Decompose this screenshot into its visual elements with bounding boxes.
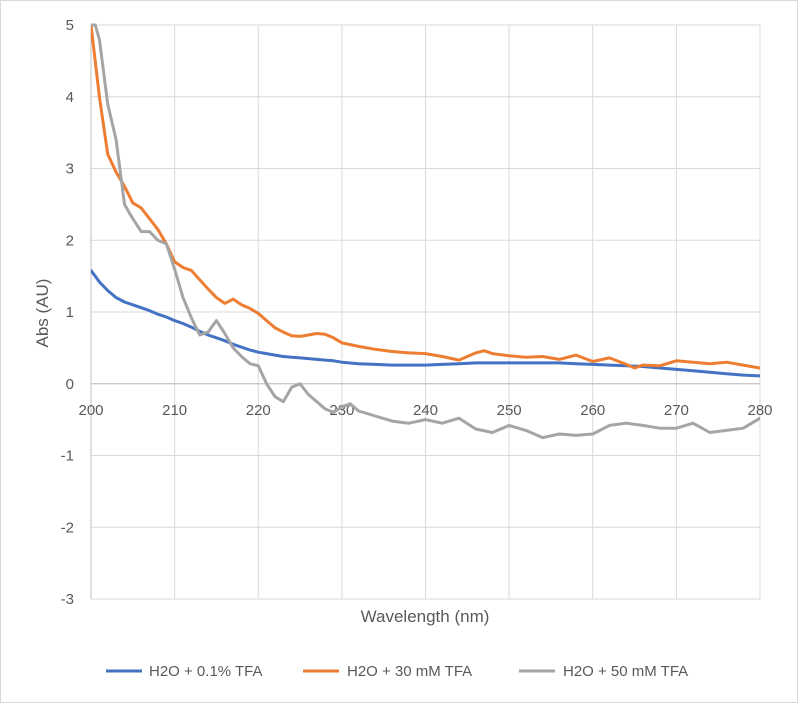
y-tick-label-2: 3: [66, 161, 74, 178]
x-axis-title: Wavelength (nm): [361, 607, 490, 626]
y-tick-label-0: 5: [66, 17, 74, 34]
y-tick-label-6: -1: [61, 448, 74, 465]
legend-label-1: H2O + 30 mM TFA: [347, 663, 472, 680]
x-tick-label-2: 220: [246, 402, 271, 419]
y-tick-label-8: -3: [61, 591, 74, 608]
x-tick-label-1: 210: [162, 402, 187, 419]
y-tick-label-4: 1: [66, 304, 74, 321]
x-tick-label-0: 200: [78, 402, 103, 419]
x-tick-label-6: 260: [580, 402, 605, 419]
gridlines: [90, 24, 761, 600]
y-axis-title: Abs (AU): [33, 279, 52, 348]
x-tick-label-5: 250: [497, 402, 522, 419]
legend-label-2: H2O + 50 mM TFA: [563, 663, 688, 680]
series-line-2: [91, 23, 760, 440]
legend: H2O + 0.1% TFA H2O + 30 mM TFA H2O + 50 …: [106, 663, 688, 680]
legend-label-0: H2O + 0.1% TFA: [149, 663, 263, 680]
y-tick-label-1: 4: [66, 89, 74, 106]
x-tick-label-8: 280: [747, 402, 772, 419]
y-tick-label-7: -2: [61, 519, 74, 536]
x-tick-label-7: 270: [664, 402, 689, 419]
series-line-0: [91, 268, 760, 378]
y-tick-label-3: 2: [66, 232, 74, 249]
series-lines: [91, 23, 760, 440]
y-tick-label-5: 0: [66, 376, 74, 393]
x-axis-ticks: 200 210 220 230 240 250 260 270 280: [78, 402, 772, 419]
x-tick-label-4: 240: [413, 402, 438, 419]
y-axis-ticks: 5 4 3 2 1 0 -1 -2 -3: [61, 17, 74, 608]
